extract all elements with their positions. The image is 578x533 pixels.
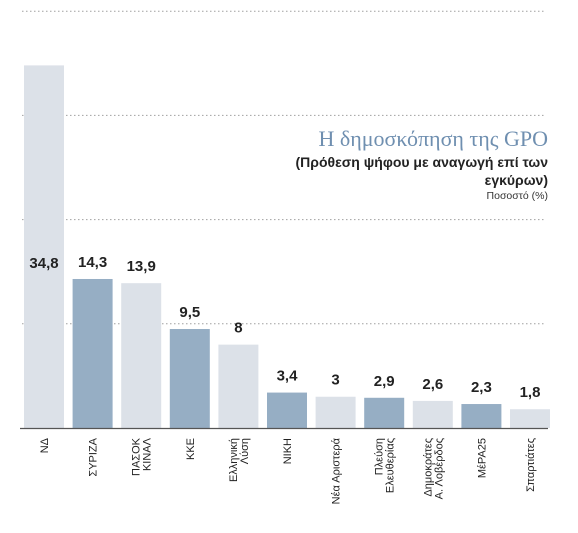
data-label: 2,6 [422, 376, 443, 393]
data-label: 8 [234, 320, 242, 337]
data-label: 13,9 [127, 258, 156, 275]
data-label: 3,4 [277, 368, 299, 385]
bar [169, 329, 210, 428]
category-label: Λύση [239, 438, 251, 464]
bar [364, 397, 405, 428]
data-label: 9,5 [179, 304, 200, 321]
bar [267, 392, 307, 428]
data-label: 1,8 [520, 384, 541, 401]
bar [24, 65, 64, 428]
category-label: Ελληνική [228, 438, 240, 482]
bar [510, 409, 550, 428]
category-label: ΠΑΣΟΚ [131, 437, 143, 476]
bar [315, 396, 356, 428]
category-label: ΚΚΕ [185, 438, 197, 460]
data-label: 3 [331, 372, 339, 389]
category-label: ΜέΡΑ25 [476, 438, 488, 478]
category-label: Δημοκράτες [422, 438, 434, 497]
y-unit-label: Ποσοστό (%) [486, 190, 548, 202]
category-label: Ελευθερίας [385, 438, 397, 493]
bar [461, 404, 502, 428]
data-label: 34,8 [29, 255, 58, 272]
bar [121, 283, 162, 428]
data-label: 14,3 [78, 254, 107, 271]
chart-subtitle: (Πρόθεση ψήφου με αναγωγή επί των εγκύρω… [295, 154, 548, 188]
category-label: Νέα Αριστερά [331, 437, 343, 504]
category-label: ΝΙΚΗ [282, 438, 294, 464]
category-label: ΣΥΡΙΖΑ [88, 437, 100, 476]
category-label: Α. Λοβέρδος [433, 438, 445, 499]
bar [218, 344, 259, 428]
chart-title: Η δημοσκόπηση της GPO [318, 126, 548, 151]
bar [412, 400, 453, 428]
data-label: 2,9 [374, 373, 395, 390]
category-label: Σπαρτιάτες [525, 438, 537, 492]
data-label: 2,3 [471, 379, 492, 396]
category-label: ΝΔ [39, 437, 51, 453]
bar [72, 278, 113, 428]
category-label: ΚΙΝΑΛ [142, 437, 154, 471]
category-label: Πλεύση [374, 438, 386, 475]
